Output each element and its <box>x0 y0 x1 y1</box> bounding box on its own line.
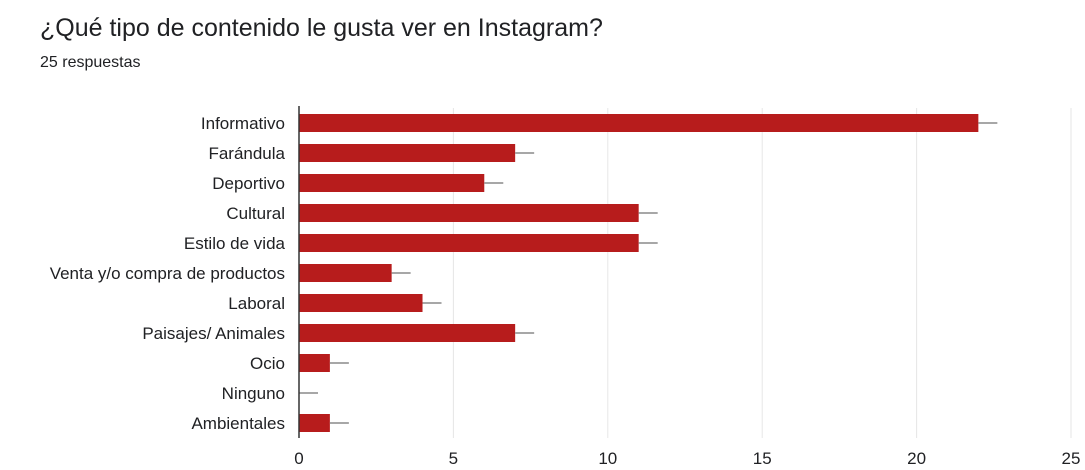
x-tick-label: 5 <box>449 449 458 468</box>
x-tick-label: 25 <box>1062 449 1081 468</box>
category-label: Ocio <box>250 354 285 373</box>
bar <box>299 174 485 192</box>
category-label: Venta y/o compra de productos <box>50 264 285 283</box>
response-count: 25 respuestas <box>40 54 141 71</box>
category-label: Laboral <box>228 294 285 313</box>
category-label: Farándula <box>208 144 285 163</box>
bar <box>299 294 423 312</box>
x-tick-label: 20 <box>907 449 926 468</box>
bar <box>299 414 330 432</box>
category-label: Paisajes/ Animales <box>142 324 285 343</box>
x-tick-label: 15 <box>753 449 772 468</box>
category-label: Informativo <box>201 114 285 133</box>
bar <box>299 144 516 162</box>
bar <box>299 264 392 282</box>
bar <box>299 204 639 222</box>
category-label: Ninguno <box>222 384 285 403</box>
category-label: Cultural <box>226 204 285 223</box>
category-label: Deportivo <box>212 174 285 193</box>
x-tick-label: 10 <box>598 449 617 468</box>
chart-title: ¿Qué tipo de contenido le gusta ver en I… <box>40 14 603 42</box>
bar <box>299 234 639 252</box>
bar <box>299 114 979 132</box>
category-label: Ambientales <box>191 414 285 433</box>
bar <box>299 354 330 372</box>
bar <box>299 324 516 342</box>
category-label: Estilo de vida <box>184 234 286 253</box>
x-tick-label: 0 <box>294 449 303 468</box>
